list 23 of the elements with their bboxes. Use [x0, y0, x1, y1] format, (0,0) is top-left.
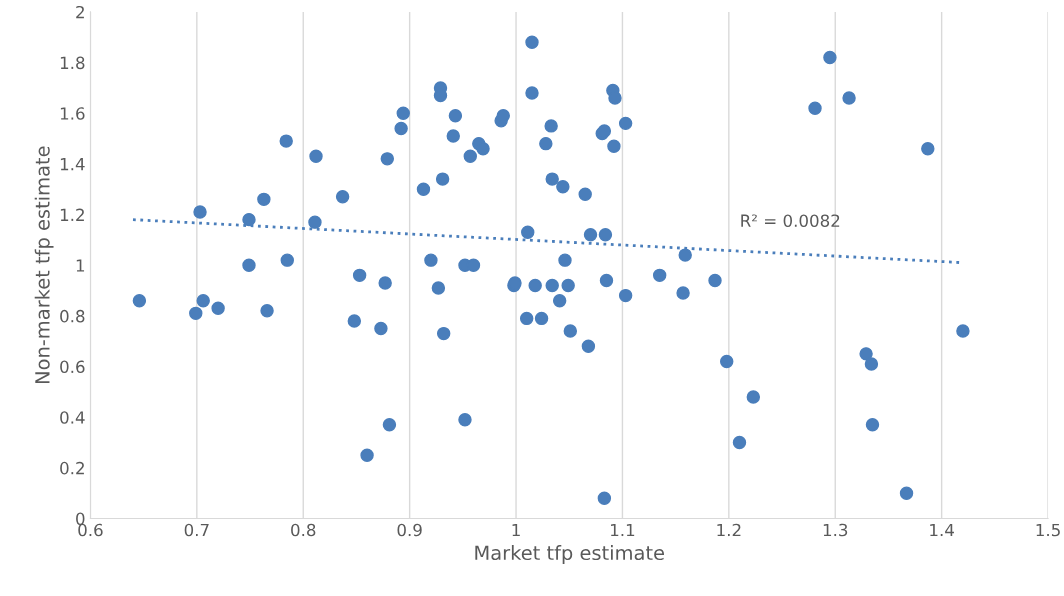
x-axis-title: Market tfp estimate	[475, 545, 664, 564]
annotation: R² = 0.0082	[741, 214, 840, 227]
y-tick-label: 0.8	[60, 309, 85, 323]
x-tick-label: 0.9	[397, 523, 422, 537]
x-tick-label: 1.3	[823, 523, 848, 537]
y-axis-title: Non-market tfp estimate	[34, 146, 54, 384]
y-tick-label: 0.2	[60, 461, 84, 475]
x-tick-label: 1	[512, 523, 520, 537]
y-tick-label: 2	[76, 5, 84, 19]
y-tick-label: 1.8	[60, 56, 85, 70]
x-tick-label: 1.1	[611, 523, 635, 537]
y-tick-label: 0.4	[60, 411, 85, 424]
y-tick-label: 0	[76, 512, 85, 526]
x-tick-label: 0.8	[291, 523, 316, 537]
x-tick-label: 0.7	[184, 523, 209, 537]
y-tick-label: 1.2	[60, 208, 84, 221]
x-tick-label: 1.2	[717, 523, 741, 537]
y-tick-label: 1.6	[60, 107, 85, 120]
x-tick-label: 1.4	[930, 523, 954, 537]
y-tick-label: 1.4	[60, 158, 85, 171]
x-tick-label: 1.5	[1036, 523, 1060, 537]
y-tick-label: 0.6	[60, 360, 85, 374]
y-tick-label: 1	[76, 259, 85, 272]
